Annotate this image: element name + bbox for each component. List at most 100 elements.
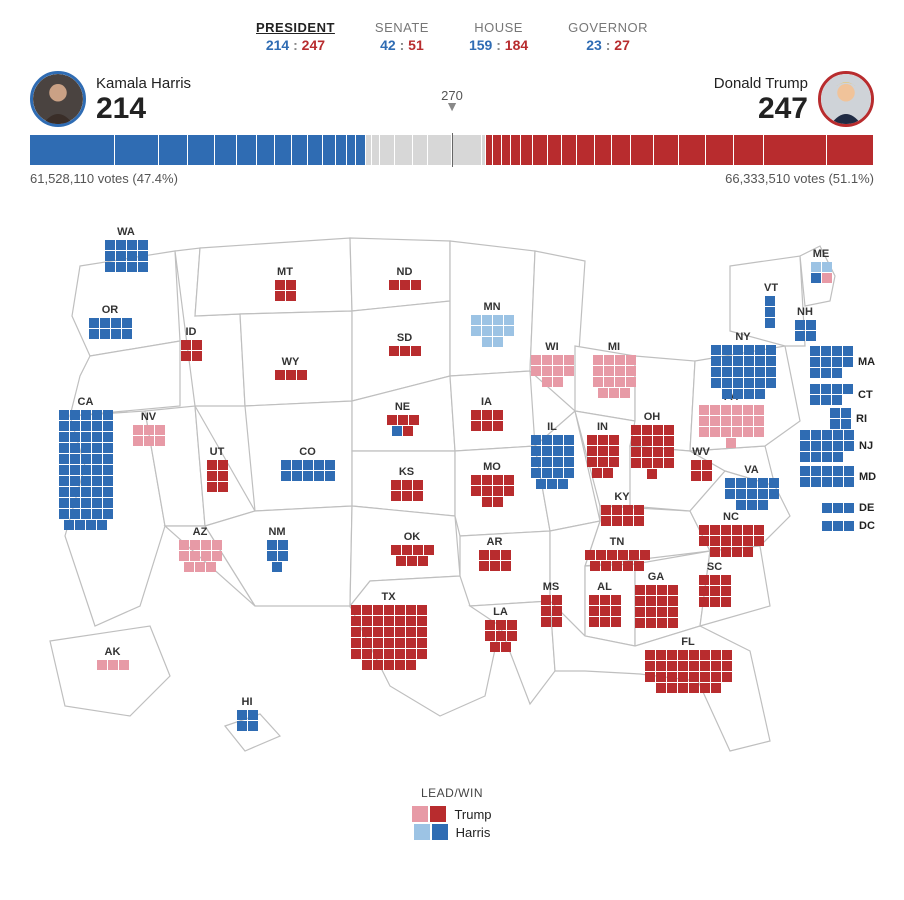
state-ak[interactable]: AK bbox=[96, 646, 129, 670]
state-il[interactable]: IL bbox=[530, 421, 574, 489]
us-map[interactable]: WA OR CA NV ID UT AZ MT WY CO NM ND SD NE KS OK TX MN IA MO… bbox=[30, 206, 874, 766]
ev-square bbox=[402, 545, 412, 555]
state-ia[interactable]: IA bbox=[470, 396, 503, 431]
state-mi[interactable]: MI bbox=[592, 341, 636, 398]
state-md[interactable]: MD bbox=[800, 466, 876, 487]
ev-square bbox=[482, 421, 492, 431]
ev-square bbox=[700, 661, 710, 671]
ev-square bbox=[542, 377, 552, 387]
ev-square bbox=[821, 346, 831, 356]
state-ri[interactable]: RI bbox=[830, 408, 867, 429]
ev-square bbox=[647, 469, 657, 479]
ev-square bbox=[564, 457, 574, 467]
state-ny[interactable]: NY bbox=[710, 331, 776, 399]
ev-square bbox=[218, 482, 228, 492]
state-tx[interactable]: TX bbox=[350, 591, 427, 670]
ev-square bbox=[406, 616, 416, 626]
tab-house[interactable]: HOUSE 159 : 184 bbox=[469, 20, 528, 53]
state-wi[interactable]: WI bbox=[530, 341, 574, 387]
ev-bar-segment bbox=[734, 135, 764, 165]
state-wa[interactable]: WA bbox=[104, 226, 148, 272]
ev-bar-segment bbox=[372, 135, 380, 165]
state-or[interactable]: OR bbox=[88, 304, 132, 339]
state-id[interactable]: ID bbox=[180, 326, 202, 361]
ev-square bbox=[362, 638, 372, 648]
state-nc[interactable]: NC bbox=[698, 511, 764, 557]
state-va[interactable]: VA bbox=[724, 464, 779, 510]
state-ok[interactable]: OK bbox=[390, 531, 434, 566]
state-oh[interactable]: OH bbox=[630, 411, 674, 479]
state-me[interactable]: ME bbox=[810, 248, 832, 283]
state-sd[interactable]: SD bbox=[388, 332, 421, 356]
ev-square bbox=[832, 357, 842, 367]
state-nh[interactable]: NH bbox=[794, 306, 816, 341]
ev-square bbox=[653, 436, 663, 446]
ev-square bbox=[373, 660, 383, 670]
state-ar[interactable]: AR bbox=[478, 536, 511, 571]
ev-square bbox=[103, 498, 113, 508]
state-fl[interactable]: FL bbox=[644, 636, 732, 693]
ev-square bbox=[482, 315, 492, 325]
ev-square bbox=[275, 291, 285, 301]
ev-square bbox=[92, 487, 102, 497]
tab-senate[interactable]: SENATE 42 : 51 bbox=[375, 20, 429, 53]
ev-square bbox=[604, 355, 614, 365]
ev-square bbox=[70, 498, 80, 508]
state-nv[interactable]: NV bbox=[132, 411, 165, 446]
state-vt[interactable]: VT bbox=[764, 282, 778, 328]
state-ks[interactable]: KS bbox=[390, 466, 423, 501]
ev-square bbox=[103, 465, 113, 475]
state-ut[interactable]: UT bbox=[206, 446, 228, 492]
ev-square bbox=[711, 378, 721, 388]
ev-square bbox=[127, 262, 137, 272]
state-de[interactable]: DE bbox=[822, 502, 874, 514]
ev-square bbox=[832, 368, 842, 378]
state-mo[interactable]: MO bbox=[470, 461, 514, 507]
ev-square bbox=[195, 562, 205, 572]
tab-governor[interactable]: GOVERNOR 23 : 27 bbox=[568, 20, 648, 53]
candidate-left-name: Kamala Harris bbox=[96, 75, 191, 92]
state-ct[interactable]: CT bbox=[810, 384, 873, 405]
state-pa[interactable]: PA bbox=[698, 391, 764, 448]
state-wv[interactable]: WV bbox=[690, 446, 712, 481]
state-mn[interactable]: MN bbox=[470, 301, 514, 347]
state-ms[interactable]: MS bbox=[540, 581, 562, 627]
state-nd[interactable]: ND bbox=[388, 266, 421, 290]
state-dc[interactable]: DC bbox=[822, 520, 875, 532]
state-sc[interactable]: SC bbox=[698, 561, 731, 607]
ev-square bbox=[103, 509, 113, 519]
state-label: MT bbox=[274, 266, 296, 278]
state-ky[interactable]: KY bbox=[600, 491, 644, 526]
state-co[interactable]: CO bbox=[280, 446, 335, 481]
ev-square bbox=[303, 471, 313, 481]
state-tn[interactable]: TN bbox=[584, 536, 650, 571]
state-la[interactable]: LA bbox=[484, 606, 517, 652]
state-wy[interactable]: WY bbox=[274, 356, 307, 380]
state-nm[interactable]: NM bbox=[266, 526, 288, 572]
state-nj[interactable]: NJ bbox=[800, 430, 873, 462]
ev-square bbox=[413, 491, 423, 501]
state-in[interactable]: IN bbox=[586, 421, 619, 478]
ev-square bbox=[822, 430, 832, 440]
state-ca[interactable]: CA bbox=[58, 396, 113, 530]
state-az[interactable]: AZ bbox=[178, 526, 222, 572]
tab-president[interactable]: PRESIDENT 214 : 247 bbox=[256, 20, 335, 53]
ev-square bbox=[100, 318, 110, 328]
ev-square bbox=[631, 458, 641, 468]
ev-square bbox=[373, 627, 383, 637]
ev-square bbox=[391, 545, 401, 555]
state-ne[interactable]: NE bbox=[386, 401, 419, 436]
state-al[interactable]: AL bbox=[588, 581, 621, 627]
state-ma[interactable]: MA bbox=[810, 346, 875, 378]
state-mt[interactable]: MT bbox=[274, 266, 296, 301]
state-hi[interactable]: HI bbox=[236, 696, 258, 731]
ev-square bbox=[64, 520, 74, 530]
ev-square bbox=[689, 661, 699, 671]
ev-square bbox=[325, 471, 335, 481]
state-label: MS bbox=[540, 581, 562, 593]
ev-square bbox=[59, 410, 69, 420]
ev-square bbox=[138, 262, 148, 272]
ev-square bbox=[542, 468, 552, 478]
ev-square bbox=[841, 419, 851, 429]
state-ga[interactable]: GA bbox=[634, 571, 678, 628]
